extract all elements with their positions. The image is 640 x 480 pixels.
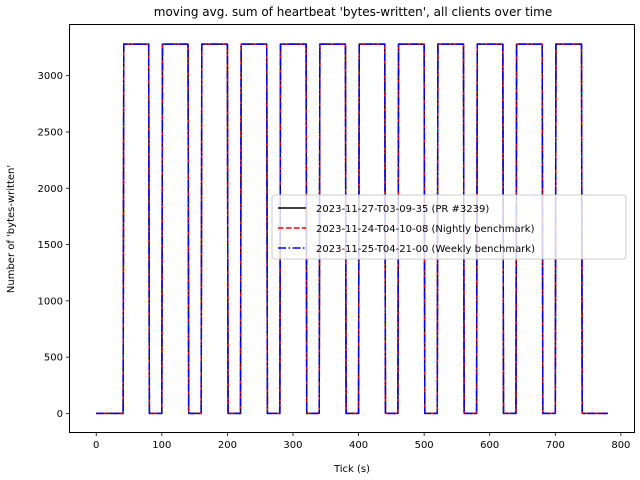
y-tick-label: 1000 [38,296,63,307]
y-axis-label: Number of 'bytes-written' [6,165,17,293]
x-axis-label: Tick (s) [333,464,370,475]
x-tick-label: 500 [415,440,434,451]
y-tick-label: 500 [44,353,63,364]
x-tick-label: 700 [546,440,565,451]
x-axis: 0 100 200 300 400 500 600 700 800 [93,432,630,451]
x-tick-label: 800 [611,440,630,451]
legend: 2023-11-27-T03-09-35 (PR #3239) 2023-11-2… [271,194,627,260]
legend-label-1: 2023-11-27-T03-09-35 (PR #3239) [316,204,489,215]
x-tick-label: 0 [93,440,99,451]
chart-title: moving avg. sum of heartbeat 'bytes-writ… [154,5,552,19]
legend-label-3: 2023-11-25-T04-21-00 (Weekly benchmark) [316,244,535,255]
x-tick-label: 300 [283,440,302,451]
y-axis: 0 500 1000 1500 2000 2500 3000 [38,71,70,420]
y-tick-label: 0 [57,409,63,420]
x-tick-label: 400 [349,440,368,451]
y-tick-label: 2500 [38,127,63,138]
series-line-3 [96,43,608,415]
y-tick-label: 3000 [38,71,63,82]
y-tick-label: 2000 [38,184,63,195]
series-layer [96,43,608,415]
y-tick-label: 1500 [38,240,63,251]
x-tick-label: 100 [152,440,171,451]
legend-label-2: 2023-11-24-T04-10-08 (Nightly benchmark) [316,224,535,235]
plot-frame [69,24,635,433]
legend-box [271,194,627,260]
x-tick-label: 600 [480,440,499,451]
x-tick-label: 200 [218,440,237,451]
